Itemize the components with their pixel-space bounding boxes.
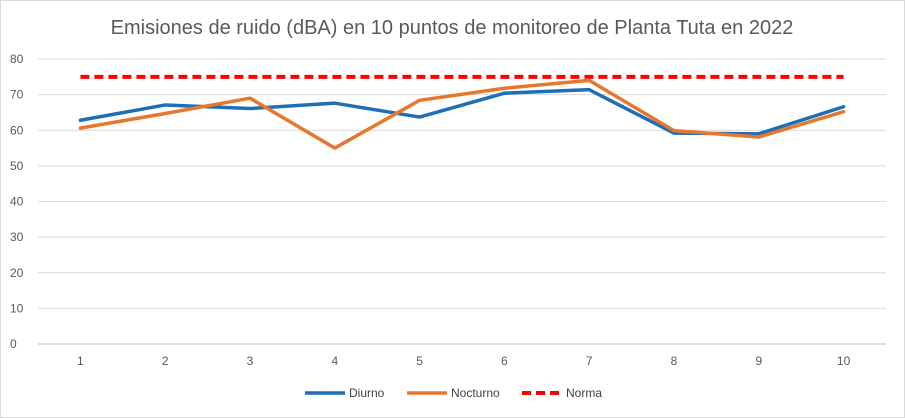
legend: Diurno Nocturno Norma <box>305 386 602 400</box>
x-tick-label: 7 <box>586 354 593 368</box>
y-tick-label: 70 <box>10 88 24 102</box>
y-tick-label: 50 <box>10 159 24 173</box>
legend-label-norma: Norma <box>566 386 602 400</box>
x-tick-label: 10 <box>837 354 851 368</box>
y-tick-label: 30 <box>10 230 24 244</box>
x-tick-label: 3 <box>247 354 254 368</box>
series-lines <box>78 74 846 150</box>
y-tick-label: 60 <box>10 123 24 137</box>
y-tick-label: 40 <box>10 195 24 209</box>
y-tick-label: 10 <box>10 301 24 315</box>
x-tick-label: 5 <box>416 354 423 368</box>
y-tick-label: 20 <box>10 266 24 280</box>
legend-label-nocturno: Nocturno <box>451 386 500 400</box>
legend-label-diurno: Diurno <box>349 386 385 400</box>
series-line-nocturno <box>78 78 846 150</box>
x-axis-ticks: 1 2 3 4 5 6 7 8 9 10 <box>77 354 851 368</box>
x-tick-label: 8 <box>671 354 678 368</box>
x-tick-label: 2 <box>162 354 169 368</box>
x-tick-label: 4 <box>331 354 338 368</box>
chart-title: Emisiones de ruido (dBA) en 10 puntos de… <box>111 17 794 39</box>
y-tick-label: 80 <box>10 52 24 66</box>
gridlines <box>38 58 886 345</box>
x-tick-label: 1 <box>77 354 84 368</box>
y-axis-ticks: 0 10 20 30 40 50 60 70 80 <box>10 52 24 351</box>
x-tick-label: 6 <box>501 354 508 368</box>
series-line-diurno <box>78 87 846 136</box>
x-tick-label: 9 <box>755 354 762 368</box>
y-tick-label: 0 <box>10 337 17 351</box>
